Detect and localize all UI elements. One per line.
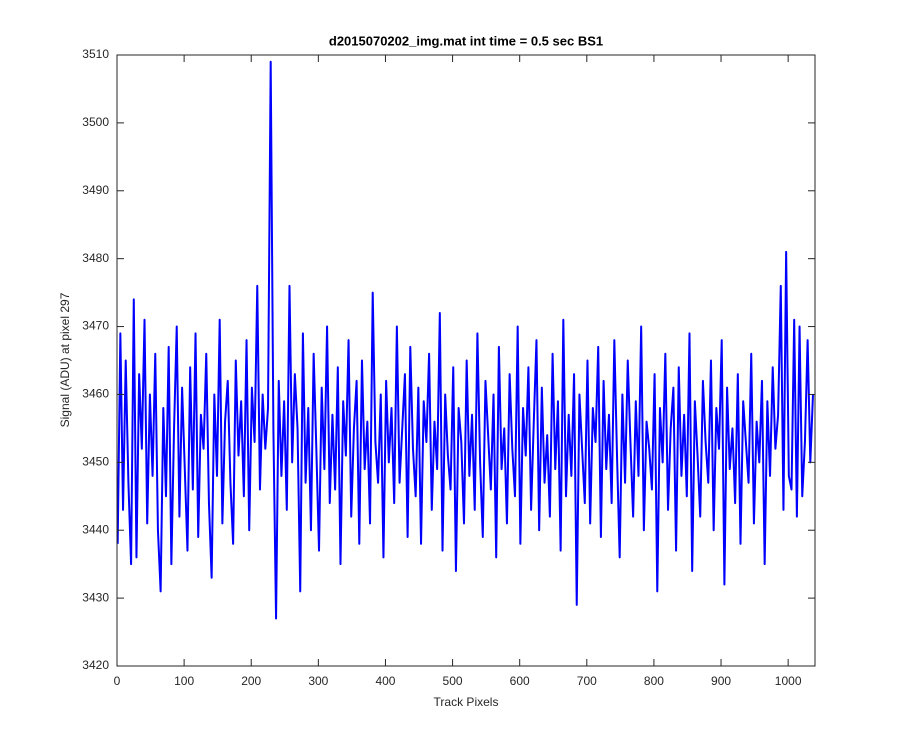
x-tick-label: 1000	[775, 674, 802, 688]
y-tick-label: 3430	[82, 590, 109, 604]
plot-frame	[116, 54, 816, 667]
y-tick-label: 3440	[82, 522, 109, 536]
y-tick-label: 3480	[82, 251, 109, 265]
y-tick-label: 3450	[82, 455, 109, 469]
y-tick-label: 3460	[82, 387, 109, 401]
x-tick-label: 700	[577, 674, 597, 688]
y-tick-label: 3510	[82, 47, 109, 61]
x-tick-label: 500	[443, 674, 463, 688]
x-tick-label: 600	[510, 674, 530, 688]
y-tick-label: 3500	[82, 115, 109, 129]
x-tick-label: 900	[711, 674, 731, 688]
x-tick-label: 800	[644, 674, 664, 688]
x-tick-label: 0	[114, 674, 121, 688]
x-tick-label: 200	[241, 674, 261, 688]
y-axis-label: Signal (ADU) at pixel 297	[58, 292, 72, 427]
x-tick-label: 300	[308, 674, 328, 688]
x-tick-label: 400	[375, 674, 395, 688]
y-tick-label: 3490	[82, 183, 109, 197]
y-tick-label: 3470	[82, 319, 109, 333]
y-tick-label: 3420	[82, 658, 109, 672]
data-line	[116, 60, 814, 620]
x-tick-label: 100	[174, 674, 194, 688]
x-axis-label: Track Pixels	[434, 695, 499, 709]
chart-title: d2015070202_img.mat int time = 0.5 sec B…	[329, 33, 603, 48]
